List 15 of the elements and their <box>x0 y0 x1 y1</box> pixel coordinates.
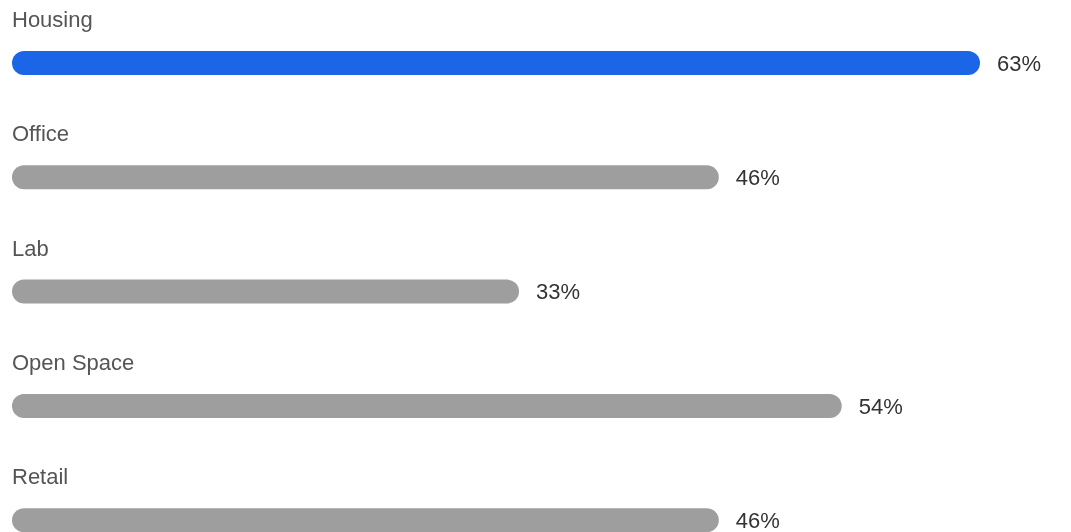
y-tick-label: Housing <box>12 7 93 32</box>
bar <box>12 51 980 75</box>
data-label: 46% <box>735 165 780 190</box>
y-tick-label: Open Space <box>12 349 135 375</box>
bar <box>12 393 842 418</box>
y-tick-label: Retail <box>12 464 69 490</box>
data-label: 63% <box>997 50 1042 76</box>
bar <box>12 279 520 304</box>
bar <box>12 508 719 532</box>
data-label: 33% <box>536 279 581 305</box>
bar <box>12 165 719 190</box>
y-tick-label: Lab <box>12 235 49 261</box>
data-label: 46% <box>735 507 780 532</box>
data-label: 54% <box>858 393 903 419</box>
y-tick-label: Office <box>12 121 70 147</box>
